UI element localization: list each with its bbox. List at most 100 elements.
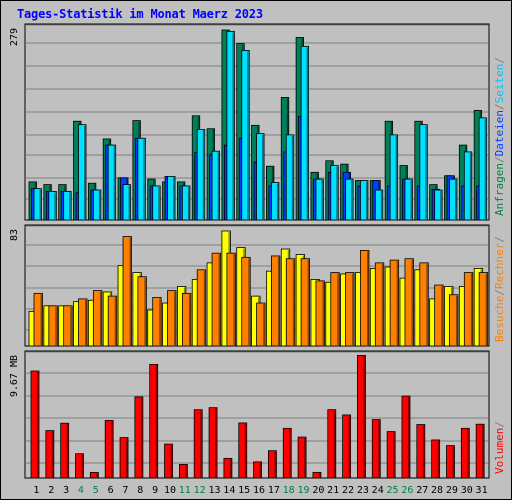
bar-volumen-day-8-fill — [134, 396, 144, 479]
bar-seiten-day-10 — [167, 176, 176, 221]
bar-seiten-day-4 — [78, 124, 87, 221]
bar-seiten-day-15 — [241, 50, 250, 221]
bar-volumen-day-3-shade — [66, 424, 69, 478]
bar-volumen-day-3-fill — [60, 422, 70, 479]
bar-volumen-day-31-shade — [482, 425, 484, 478]
bar-seiten-day-27-shade — [425, 125, 427, 220]
x-tick-label-day-23: 23 — [357, 485, 369, 496]
bar-rechner-day-11-fill — [181, 292, 192, 347]
bar-seiten-day-22-fill — [345, 178, 354, 221]
bar-volumen-day-18-fill — [282, 427, 292, 479]
bar-seiten-day-28 — [434, 189, 443, 221]
bar-rechner-day-13 — [211, 252, 221, 347]
legend-item: Seiten — [493, 64, 506, 104]
x-tick-label-day-27: 27 — [416, 485, 428, 496]
bar-volumen-day-31 — [475, 423, 485, 479]
bar-rechner-day-11 — [181, 292, 192, 347]
bar-volumen-day-4-fill — [75, 453, 84, 479]
bar-rechner-day-24-shade — [381, 263, 384, 346]
x-tick-label-day-30: 30 — [461, 485, 473, 496]
bar-volumen-day-23 — [357, 354, 366, 479]
bar-rechner-day-26-shade — [411, 259, 413, 346]
bar-seiten-day-2 — [48, 190, 57, 221]
bar-rechner-day-14-fill — [226, 252, 236, 347]
bar-volumen-day-20-fill — [312, 471, 322, 479]
bar-seiten-day-18-shade — [291, 135, 294, 220]
legend-item: Rechner — [493, 242, 506, 289]
bar-rechner-day-13-fill — [211, 252, 221, 347]
bar-rechner-day-16-fill — [256, 302, 266, 347]
bar-rechner-day-7-fill — [122, 236, 132, 347]
bar-seiten-day-7-fill — [122, 184, 131, 221]
bar-seiten-day-20-fill — [315, 178, 324, 221]
bar-rechner-day-27-fill — [419, 262, 429, 347]
bar-volumen-day-7 — [119, 437, 129, 479]
bar-rechner-day-21-shade — [337, 273, 339, 346]
bar-seiten-day-9-fill — [152, 185, 161, 221]
x-tick-label-day-15: 15 — [238, 485, 250, 496]
x-tick-label-day-3: 3 — [63, 485, 69, 496]
bar-rechner-day-8 — [137, 276, 147, 347]
bar-rechner-day-5-shade — [99, 291, 102, 346]
bar-rechner-day-2-shade — [55, 306, 57, 346]
bar-volumen-day-15 — [238, 422, 248, 479]
bar-rechner-day-9-shade — [159, 298, 161, 346]
bar-seiten-day-16 — [256, 133, 265, 221]
bar-rechner-day-26 — [404, 258, 414, 347]
x-tick-label-day-31: 31 — [476, 485, 488, 496]
bar-seiten-day-29 — [449, 178, 458, 221]
bar-rechner-day-17-shade — [277, 256, 280, 346]
bar-volumen-day-19 — [297, 436, 307, 479]
bar-rechner-day-14-shade — [233, 254, 235, 346]
bar-rechner-day-9 — [152, 297, 162, 347]
bar-rechner-day-16 — [256, 302, 266, 347]
bar-rechner-day-7 — [122, 236, 132, 347]
bar-rechner-day-3 — [63, 305, 73, 347]
bar-volumen-day-29-shade — [452, 446, 454, 478]
bar-rechner-day-2 — [48, 305, 58, 347]
legend-item: / — [493, 156, 506, 163]
bar-rechner-day-30-fill — [463, 272, 474, 347]
x-tick-label-day-22: 22 — [342, 485, 354, 496]
bar-seiten-day-9-shade — [158, 186, 160, 220]
bar-rechner-day-26-fill — [404, 258, 414, 347]
bar-seiten-day-28-shade — [440, 191, 442, 220]
bar-volumen-day-22 — [342, 414, 352, 479]
bar-seiten-day-6-fill — [107, 144, 117, 221]
bar-rechner-day-8-fill — [137, 276, 147, 347]
bar-seiten-day-7-shade — [128, 185, 131, 220]
bar-volumen-day-14-fill — [223, 457, 233, 479]
bar-volumen-day-17-shade — [274, 451, 276, 478]
bar-seiten-day-25-fill — [389, 134, 399, 221]
bar-volumen-day-20 — [312, 471, 322, 479]
bar-rechner-day-29 — [449, 294, 459, 347]
x-tick-label-day-9: 9 — [152, 485, 158, 496]
bar-seiten-day-22-shade — [351, 180, 353, 220]
bar-rechner-day-21-fill — [330, 272, 340, 347]
bar-rechner-day-20-fill — [315, 280, 325, 347]
bar-volumen-day-25-shade — [393, 432, 395, 478]
bar-seiten-day-5-shade — [98, 191, 101, 220]
bar-volumen-day-1-fill — [30, 370, 40, 479]
x-tick-label-day-24: 24 — [372, 485, 384, 496]
bar-volumen-day-5-fill — [89, 471, 99, 479]
bar-volumen-day-16-fill — [253, 461, 262, 479]
bar-rechner-day-29-shade — [455, 295, 458, 346]
bar-rechner-day-17-fill — [271, 255, 281, 347]
right-legend: Anfragen/Dateien/Seiten/ — [493, 57, 506, 216]
bar-rechner-day-1 — [33, 292, 43, 347]
bar-volumen-day-1-shade — [37, 372, 39, 478]
bar-seiten-day-26-fill — [404, 178, 413, 221]
bar-volumen-day-12-shade — [200, 410, 202, 478]
bar-seiten-day-13 — [211, 150, 220, 221]
y-max-label: 279 — [9, 28, 20, 46]
bar-volumen-day-15-fill — [238, 422, 248, 479]
bar-rechner-day-25-shade — [396, 261, 399, 346]
bar-volumen-day-5 — [89, 471, 99, 479]
bar-rechner-day-31 — [478, 272, 489, 347]
bar-rechner-day-17 — [271, 255, 281, 347]
x-tick-label-day-20: 20 — [312, 485, 324, 496]
bar-seiten-day-13-fill — [211, 150, 220, 221]
bar-volumen-day-2 — [45, 430, 55, 479]
